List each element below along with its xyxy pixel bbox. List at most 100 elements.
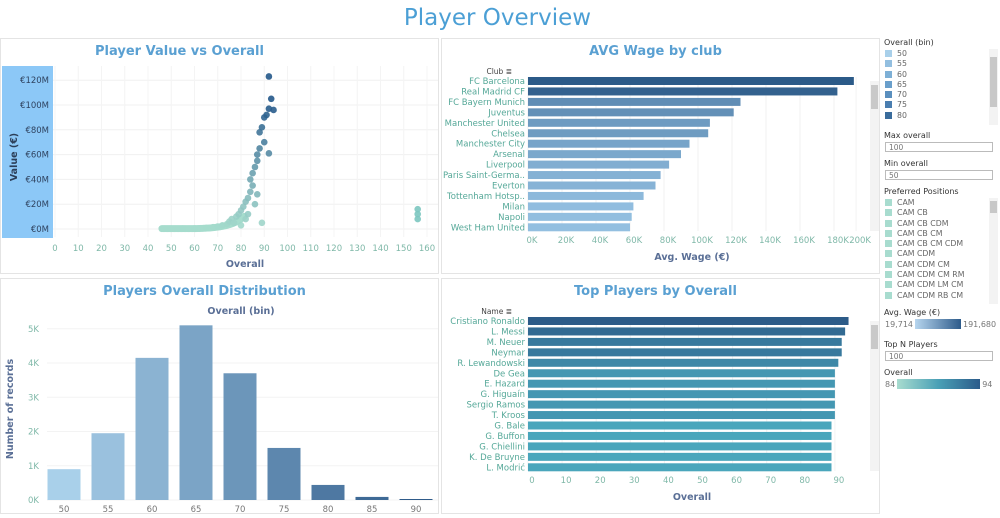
y-tick-label: €20M bbox=[25, 200, 49, 210]
color-swatch bbox=[885, 80, 892, 88]
category-label: Neymar bbox=[491, 348, 525, 358]
bin-legend[interactable]: 50 55 60 65 70 75 80 bbox=[882, 49, 998, 125]
bar bbox=[528, 411, 835, 420]
overall-color-legend: 84 94 bbox=[885, 379, 998, 389]
y-tick-label: €60M bbox=[25, 151, 49, 161]
x-tick-label: 90 bbox=[259, 244, 270, 254]
x-tick-label: 150 bbox=[396, 244, 412, 254]
x-tick-label: 65 bbox=[191, 505, 202, 515]
scrollbar-thumb[interactable] bbox=[871, 325, 878, 349]
x-tick-label: 80 bbox=[323, 505, 334, 515]
position-filter-item[interactable]: CAM CDM RB CM bbox=[882, 291, 998, 301]
positions-filter[interactable]: CAM CAM CB CAM CB CDM CAM CB CM CAM CB CM CD… bbox=[882, 198, 998, 304]
bar bbox=[528, 390, 835, 399]
wage-panel: AVG Wage by club Club ≣ 0K 20K 40K 60K 80K 100… bbox=[441, 38, 880, 274]
x-axis-title: Overall bbox=[673, 492, 711, 503]
bar bbox=[528, 452, 832, 461]
bin-label: 70 bbox=[897, 90, 907, 100]
hist-chart[interactable]: 0K 1K 2K 3K 4K 5K Overall (bin) Number of recor… bbox=[1, 279, 440, 515]
bar bbox=[528, 202, 634, 211]
position-filter-item[interactable]: CAM CDM CM RM bbox=[882, 270, 998, 280]
scrollbar-thumb[interactable] bbox=[871, 85, 878, 109]
x-tick-label: 130 bbox=[349, 244, 365, 254]
category-label: FC Bayern Munich bbox=[448, 98, 525, 108]
scatter-point bbox=[258, 124, 266, 131]
bar bbox=[528, 139, 690, 148]
position-filter-item[interactable]: CAM bbox=[882, 198, 998, 208]
y-axis-highlight bbox=[2, 66, 53, 238]
scatter-point bbox=[240, 203, 247, 210]
category-label: Cristiano Ronaldo bbox=[450, 317, 525, 327]
bin-label: 50 bbox=[897, 49, 907, 58]
bin-legend-item[interactable]: 60 bbox=[882, 70, 998, 80]
bin-legend-item[interactable]: 50 bbox=[882, 49, 998, 59]
bar bbox=[528, 77, 854, 85]
category-label: Manchester City bbox=[456, 140, 525, 150]
bar bbox=[528, 317, 849, 325]
bin-legend-title: Overall (bin) bbox=[884, 38, 934, 47]
x-tick-label: 100K bbox=[691, 236, 713, 246]
positions-scrollbar[interactable] bbox=[989, 198, 998, 304]
scatter-point bbox=[414, 215, 422, 223]
x-tick-label: 80 bbox=[236, 244, 247, 254]
x-tick-label: 120K bbox=[725, 236, 747, 246]
dimension-header: Name ≣ bbox=[481, 307, 512, 316]
category-label: West Ham United bbox=[451, 223, 525, 233]
wage-max: 191,680 bbox=[963, 319, 997, 329]
wage-chart[interactable]: Club ≣ 0K 20K 40K 60K 80K 100K 120K 140K 160K 180K… bbox=[442, 39, 881, 275]
bin-legend-scrollbar[interactable] bbox=[989, 49, 998, 125]
x-axis-title: Avg. Wage (€) bbox=[654, 252, 729, 263]
bar bbox=[528, 358, 839, 367]
scrollbar-track[interactable] bbox=[870, 81, 879, 231]
category-label: Liverpool bbox=[486, 161, 525, 171]
category-label: Paris Saint-Germa.. bbox=[443, 171, 525, 181]
bin-legend-item[interactable]: 75 bbox=[882, 100, 998, 110]
position-filter-item[interactable]: CAM CB bbox=[882, 208, 998, 218]
x-tick-label: 60K bbox=[626, 236, 643, 246]
dashboard-title: Player Overview bbox=[403, 5, 592, 31]
x-tick-label: 70 bbox=[235, 505, 246, 515]
bin-label: 60 bbox=[897, 69, 907, 79]
x-tick-label: 140 bbox=[372, 244, 388, 254]
x-tick-label: 20K bbox=[558, 236, 575, 246]
bin-legend-item[interactable]: 55 bbox=[882, 59, 998, 69]
position-filter-item[interactable]: CAM CB CM bbox=[882, 229, 998, 239]
scrollbar-track[interactable] bbox=[870, 321, 879, 471]
scatter-point bbox=[242, 215, 249, 223]
filter-sidebar: Overall (bin) 50 55 60 65 70 75 80 Max overall… bbox=[882, 38, 998, 389]
position-label: CAM CB bbox=[897, 208, 928, 218]
category-label: T. Kroos bbox=[491, 411, 526, 421]
histogram-bar bbox=[399, 499, 433, 500]
top-panel: Top Players by Overall Name ≣ 0 10 20 30 40 50… bbox=[441, 278, 880, 514]
y-tick-label: 5K bbox=[28, 325, 39, 335]
position-filter-item[interactable]: CAM CB CDM bbox=[882, 219, 998, 229]
histogram-bar bbox=[135, 357, 169, 500]
category-label: G. Bale bbox=[494, 422, 525, 432]
color-swatch bbox=[885, 111, 892, 119]
position-filter-item[interactable]: CAM CDM LM CM bbox=[882, 280, 998, 290]
bin-legend-item[interactable]: 80 bbox=[882, 111, 998, 121]
topn-input[interactable]: 100 bbox=[885, 351, 993, 361]
position-filter-item[interactable]: CAM CDM bbox=[882, 249, 998, 259]
category-label: Everton bbox=[492, 182, 525, 192]
scatter-point bbox=[191, 225, 198, 232]
position-label: CAM CDM bbox=[897, 249, 936, 259]
category-label: Real Madrid CF bbox=[461, 87, 525, 97]
min-overall-input[interactable]: 50 bbox=[885, 170, 993, 180]
scatter-title: Player Value vs Overall bbox=[95, 44, 264, 59]
max-overall-label: Max overall bbox=[884, 131, 931, 140]
category-label: Juventus bbox=[487, 108, 525, 118]
position-filter-item[interactable]: CAM CB CM CDM bbox=[882, 239, 998, 249]
category-label: Manchester United bbox=[445, 119, 525, 129]
top-chart[interactable]: Name ≣ 0 10 20 30 40 50 60 70 80 90 Cristiano Ronal… bbox=[442, 279, 881, 515]
position-filter-item[interactable]: CAM CDM CM bbox=[882, 260, 998, 270]
x-axis-title: Overall bbox=[226, 259, 264, 270]
y-tick-label: €120M bbox=[20, 76, 49, 86]
color-swatch bbox=[885, 50, 892, 57]
position-label: CAM CDM RB CM bbox=[897, 290, 964, 300]
bin-legend-item[interactable]: 65 bbox=[882, 80, 998, 90]
max-overall-input[interactable]: 100 bbox=[885, 142, 993, 152]
scatter-chart[interactable]: €0M €20M €40M €60M €80M €100M €120M 0 10 20 30 40 50… bbox=[1, 39, 440, 275]
position-label: CAM CDM LM CM bbox=[897, 280, 964, 290]
bin-legend-item[interactable]: 70 bbox=[882, 90, 998, 100]
